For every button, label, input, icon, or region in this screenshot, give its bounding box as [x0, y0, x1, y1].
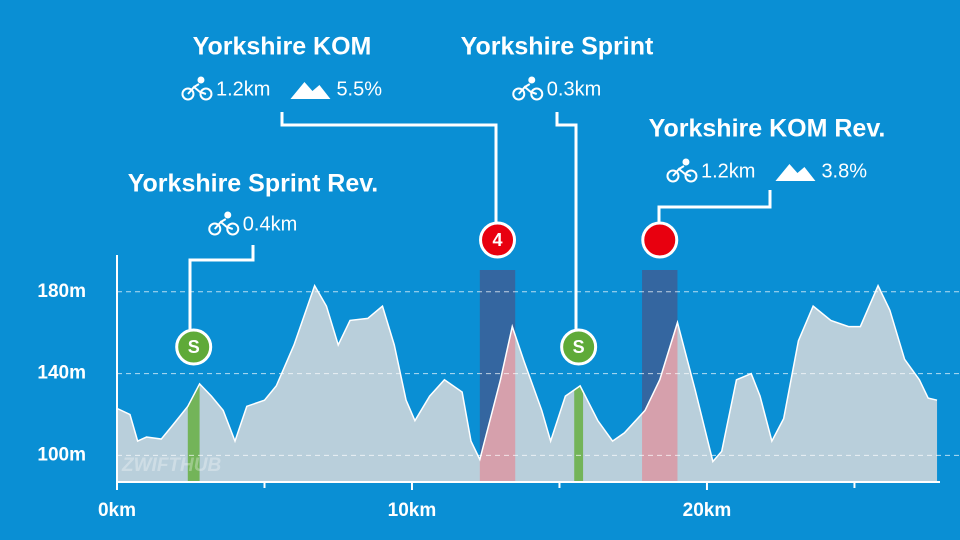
wheel [181, 87, 195, 101]
y-tick-label: 100m [37, 444, 86, 465]
frame [187, 85, 207, 95]
segment-stats: 1.2km 3.8% [666, 158, 867, 183]
frame [678, 165, 685, 170]
x-tick-label: 0km [98, 500, 136, 521]
segment-grade: 3.8% [821, 160, 867, 182]
head [682, 158, 690, 166]
x-tick-label: 20km [683, 500, 732, 521]
segment-distance: 1.2km [701, 160, 755, 182]
bike-icon [666, 158, 698, 183]
callout-line [657, 190, 772, 222]
head [528, 76, 536, 84]
segment-distance: 1.2km [216, 78, 270, 100]
wheel [512, 87, 526, 101]
segment-marker [479, 221, 517, 259]
wheel [684, 169, 698, 183]
segment-title: Yorkshire Sprint Rev. [128, 170, 379, 198]
y-tick-label: 140m [37, 363, 86, 384]
elevation-line [116, 283, 938, 464]
frame [214, 220, 234, 230]
marker-label: 4 [493, 230, 503, 250]
wheel [226, 222, 240, 236]
wheel [199, 87, 213, 101]
y-tick-label: 180m [37, 281, 86, 302]
segment-marker [175, 328, 213, 366]
segment-stats: 0.3km [512, 76, 601, 101]
segment-marker [560, 328, 598, 366]
watermark: ZWIFTHUB [121, 455, 221, 476]
frame [220, 218, 227, 223]
frame [193, 83, 200, 88]
marker-label: S [188, 337, 200, 357]
bike-icon [512, 76, 544, 101]
wheel [208, 222, 222, 236]
segment-grade: 5.5% [336, 78, 382, 100]
marker-label: S [573, 337, 585, 357]
segment-marker [641, 221, 679, 259]
head [197, 76, 205, 84]
x-tick-label: 10km [388, 500, 437, 521]
bike-icon [181, 76, 213, 101]
frame [524, 83, 531, 88]
frame [518, 85, 538, 95]
wheel [666, 169, 680, 183]
frame [672, 167, 692, 177]
callout-line [555, 112, 578, 330]
segment-distance: 0.3km [547, 78, 601, 100]
segment-title: Yorkshire KOM Rev. [649, 115, 886, 143]
bike-icon [208, 211, 240, 236]
segment-title: Yorkshire Sprint [461, 33, 654, 61]
callout-line [280, 112, 498, 222]
segment-title: Yorkshire KOM [193, 33, 372, 61]
callout-line [188, 245, 255, 330]
mountain-icon [775, 164, 816, 181]
mountain-icon [290, 82, 331, 99]
segment-stats: 0.4km [208, 211, 297, 236]
elevation-area [117, 285, 938, 482]
segment-distance: 0.4km [243, 213, 297, 235]
wheel [530, 87, 544, 101]
segment-stats: 1.2km 5.5% [181, 76, 382, 101]
head [224, 211, 232, 219]
